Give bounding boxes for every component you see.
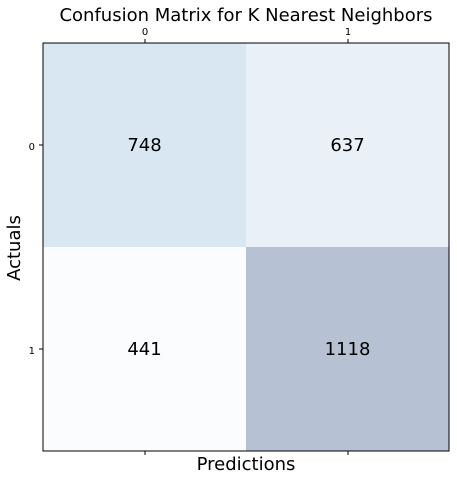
cell-0-0 xyxy=(43,43,246,247)
cell-value-1-1: 1118 xyxy=(325,339,371,360)
cell-value-1-0: 441 xyxy=(127,339,161,360)
cell-value-0-1: 637 xyxy=(330,135,364,156)
y-tick-1: 1 xyxy=(29,346,35,357)
x-axis-label: Predictions xyxy=(197,454,296,475)
cell-value-0-0: 748 xyxy=(127,135,161,156)
cell-1-0 xyxy=(43,247,246,451)
cell-0-1 xyxy=(246,43,449,247)
matrix-cells: 748 637 441 1118 xyxy=(43,43,449,451)
y-axis-label: Actuals xyxy=(4,215,25,281)
x-tick-1: 1 xyxy=(345,27,351,38)
x-tick-0: 0 xyxy=(142,27,148,38)
chart-title: Confusion Matrix for K Nearest Neighbors xyxy=(59,5,432,26)
y-tick-0: 0 xyxy=(29,142,35,153)
plot-frame xyxy=(42,42,450,452)
cell-1-1 xyxy=(246,247,449,451)
